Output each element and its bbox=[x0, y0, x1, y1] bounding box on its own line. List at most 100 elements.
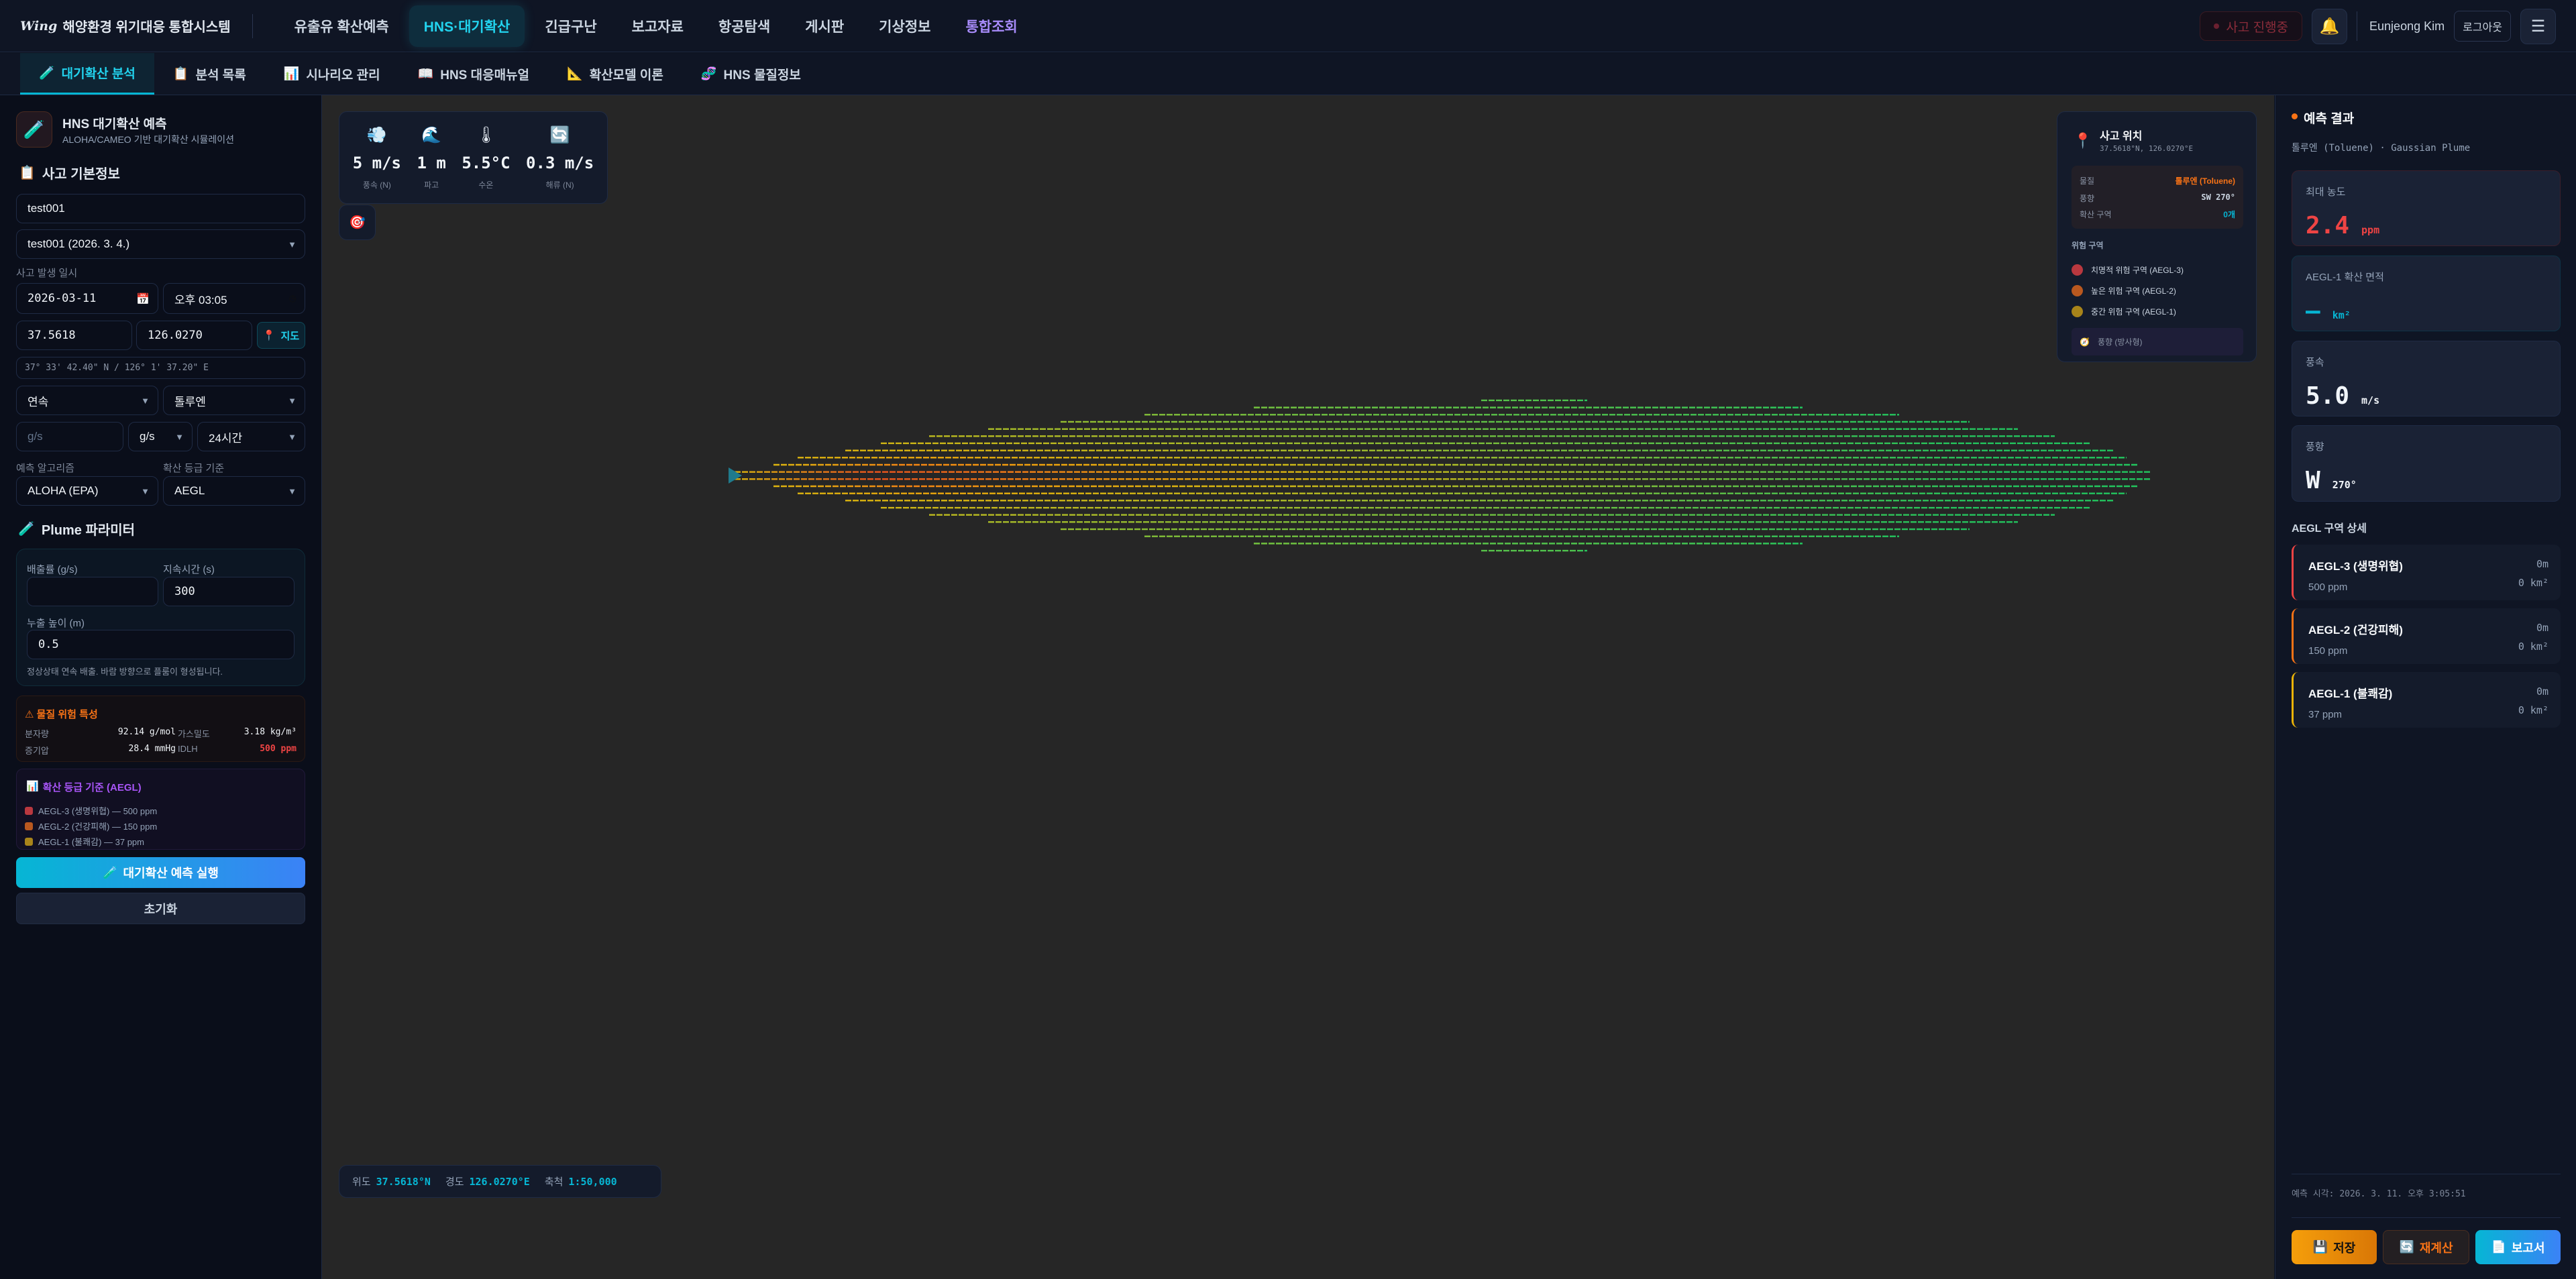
result-label: AEGL-1 확산 면적 bbox=[2306, 272, 2384, 283]
select-value: AEGL bbox=[174, 484, 205, 497]
weather-icon: 🌡 bbox=[476, 126, 496, 144]
incident-status-button[interactable]: 사고 진행중 bbox=[2200, 11, 2303, 41]
algorithm-select[interactable]: ALOHA (EPA) ▼ bbox=[16, 476, 158, 506]
logout-button[interactable]: 로그아웃 bbox=[2454, 11, 2511, 42]
app-logo[interactable]: Wing 해양환경 위기대응 통합시스템 bbox=[20, 16, 231, 36]
status-dot bbox=[2214, 23, 2220, 29]
wind-radial-toggle[interactable]: 🧭 풍향 (방사형) bbox=[2072, 328, 2243, 355]
result-card: 최대 농도 2.4 ppm bbox=[2292, 170, 2561, 246]
tab-scenario[interactable]: 📊 시나리오 관리 bbox=[265, 53, 399, 95]
plume-height-input[interactable]: 0.5 bbox=[27, 630, 294, 659]
density-value: 3.18 kg/m³ bbox=[244, 727, 297, 737]
button-label: 보고서 bbox=[2511, 1241, 2545, 1255]
latitude-input[interactable]: 37.5618 bbox=[16, 321, 132, 350]
nav-rescue[interactable]: 긴급구난 bbox=[545, 19, 597, 35]
nav-reports[interactable]: 보고자료 bbox=[631, 19, 684, 35]
tab-analysis-list[interactable]: 📋 분석 목록 bbox=[154, 53, 265, 95]
section-title: Plume 파라미터 bbox=[41, 523, 136, 538]
release-type-select[interactable]: 연속 ▼ bbox=[16, 386, 158, 415]
zone-area: 0 km² bbox=[2518, 641, 2548, 653]
input-value: 300 bbox=[174, 585, 195, 598]
weather-value: 5.5°C bbox=[462, 154, 511, 172]
coords-bar: 위도 37.5618°N 경도 126.0270°E 축척 1:50,000 bbox=[339, 1165, 661, 1198]
weather-item: 🌡 5.5°C 수온 bbox=[462, 125, 510, 203]
unit-text: km² bbox=[2332, 309, 2351, 321]
recalculate-button[interactable]: 🔄 재계산 bbox=[2383, 1230, 2469, 1264]
map-canvas[interactable]: 💨 5 m/s 풍속 (N) 🌊 1 m 파고 🌡 5.5°C 수온 🔄 0.3… bbox=[322, 95, 2274, 1279]
nav-hns[interactable]: HNS·대기확산 bbox=[409, 5, 525, 47]
aegl-item-label: AEGL-2 (건강피해) — 150 ppm bbox=[38, 822, 158, 832]
lat-value: 37.5618°N bbox=[376, 1175, 431, 1188]
select-value: 연속 bbox=[28, 395, 49, 408]
dna-icon: 🧬 bbox=[700, 67, 717, 81]
zone-distance: 0m bbox=[2536, 558, 2548, 570]
save-button[interactable]: 💾 저장 bbox=[2292, 1230, 2377, 1264]
zone-area: 0 km² bbox=[2518, 577, 2548, 589]
plume-duration-input[interactable]: 300 bbox=[163, 577, 294, 606]
tab-label: 확산모델 이론 bbox=[589, 68, 663, 82]
nav-board[interactable]: 게시판 bbox=[805, 19, 845, 35]
rate-label: 배출률 (g/s) bbox=[27, 564, 78, 575]
refresh-icon: 🔄 bbox=[2399, 1240, 2414, 1254]
color-swatch bbox=[25, 822, 33, 830]
target-button[interactable]: 🎯 bbox=[339, 205, 376, 240]
toggle-label: 풍향 (방사형) bbox=[2097, 337, 2143, 347]
prediction-timestamp: 예측 시각: 2026. 3. 11. 오후 3:05:51 bbox=[2292, 1189, 2466, 1199]
section-basic-info: 📋 사고 기본정보 bbox=[19, 163, 120, 182]
run-prediction-button[interactable]: 🧪 대기확산 예측 실행 bbox=[16, 857, 305, 888]
tab-theory[interactable]: 📐 확산모델 이론 bbox=[548, 53, 682, 95]
color-swatch bbox=[25, 837, 33, 846]
substance-select[interactable]: 톨루엔 ▼ bbox=[163, 386, 305, 415]
chevron-down-icon: ▼ bbox=[288, 486, 297, 496]
zones-label: 확산 구역 bbox=[2080, 210, 2112, 219]
lat-label: 위도 bbox=[352, 1176, 371, 1188]
result-label: 최대 농도 bbox=[2306, 186, 2346, 198]
idlh-label: IDLH bbox=[178, 744, 198, 754]
dms-display: 37° 33' 42.40" N / 126° 1' 37.20" E bbox=[16, 357, 305, 379]
value-text: — bbox=[2306, 297, 2320, 325]
report-button[interactable]: 📄 보고서 bbox=[2475, 1230, 2561, 1264]
input-value: 126.0270 bbox=[148, 329, 203, 342]
zone-ppm: 500 ppm bbox=[2308, 581, 2348, 593]
nav-weather[interactable]: 기상정보 bbox=[879, 19, 931, 35]
reset-button[interactable]: 초기화 bbox=[16, 893, 305, 924]
legend-item: 치명적 위험 구역 (AEGL-3) bbox=[2072, 260, 2184, 280]
zone-name: AEGL-1 (불쾌감) bbox=[2308, 687, 2393, 700]
clock-icon[interactable]: ◷ bbox=[288, 293, 297, 303]
tab-manual[interactable]: 📖 HNS 대응매뉴얼 bbox=[399, 53, 548, 95]
bell-icon[interactable]: 🔔 bbox=[2312, 8, 2348, 44]
release-rate-input[interactable]: g/s bbox=[16, 422, 123, 451]
tab-substance-info[interactable]: 🧬 HNS 물질정보 bbox=[682, 53, 820, 95]
plume-rate-input[interactable] bbox=[27, 577, 158, 606]
sub-nav: 🧪 대기확산 분석 📋 분석 목록 📊 시나리오 관리 📖 HNS 대응매뉴얼 📐 확산모… bbox=[0, 53, 2576, 95]
input-value: 오후 03:05 bbox=[174, 293, 227, 307]
weather-item: 🔄 0.3 m/s 해류 (N) bbox=[526, 125, 594, 203]
date-input[interactable]: 2026-03-11 📅 bbox=[16, 283, 158, 314]
substance-label: 물질 bbox=[2080, 176, 2095, 186]
nav-aerial[interactable]: 항공탐색 bbox=[718, 19, 771, 35]
incident-select[interactable]: test001 (2026. 3. 4.) ▼ bbox=[16, 229, 305, 259]
tab-dispersion-analysis[interactable]: 🧪 대기확산 분석 bbox=[20, 53, 154, 95]
weather-label: 풍속 (N) bbox=[362, 180, 391, 190]
duration-select[interactable]: 24시간 ▼ bbox=[197, 422, 305, 451]
weather-item: 💨 5 m/s 풍속 (N) bbox=[353, 125, 401, 203]
calendar-icon[interactable]: 📅 bbox=[136, 292, 150, 305]
time-input[interactable]: 오후 03:05 ◷ bbox=[163, 283, 305, 314]
source-marker[interactable] bbox=[729, 467, 742, 484]
incident-name-input[interactable]: test001 bbox=[16, 194, 305, 223]
book-icon: 📖 bbox=[417, 67, 434, 81]
aegl-item-label: AEGL-1 (불쾌감) — 37 ppm bbox=[38, 837, 144, 847]
nav-integrated[interactable]: 통합조회 bbox=[965, 19, 1018, 35]
nav-oil-spill[interactable]: 유출유 확산예측 bbox=[294, 19, 389, 35]
longitude-input[interactable]: 126.0270 bbox=[136, 321, 252, 350]
rate-unit-select[interactable]: g/s ▼ bbox=[128, 422, 193, 451]
hazard-title: ⚠ 물질 위험 특성 bbox=[25, 709, 98, 720]
map-pick-button[interactable]: 📍 지도 bbox=[257, 322, 305, 349]
lon-label: 경도 bbox=[445, 1176, 464, 1188]
left-panel: 🧪 HNS 대기확산 예측 ALOHA/CAMEO 기반 대기확산 시뮬레이션 … bbox=[0, 95, 322, 1279]
hamburger-icon[interactable]: ☰ bbox=[2520, 8, 2556, 44]
results-title: 예측 결과 bbox=[2304, 112, 2355, 126]
panel-subtitle: ALOHA/CAMEO 기반 대기확산 시뮬레이션 bbox=[62, 134, 235, 145]
input-value: 0.5 bbox=[38, 638, 59, 651]
criteria-select[interactable]: AEGL ▼ bbox=[163, 476, 305, 506]
